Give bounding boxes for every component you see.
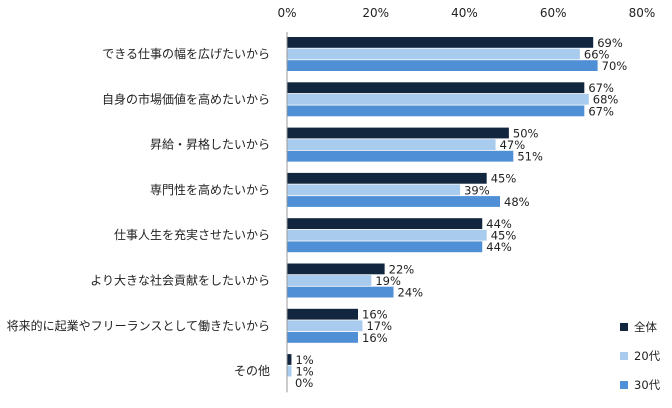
x-tick-label-80: 80% (629, 6, 656, 20)
bar-1-4 (287, 229, 487, 241)
bar-1-1 (287, 93, 589, 105)
category-label-4: 仕事人生を充実させたいから (114, 227, 270, 242)
value-label-2-0: 70% (602, 59, 628, 73)
value-label-1-5: 19% (375, 274, 401, 288)
value-label-2-1: 67% (588, 104, 614, 118)
category-label-0: できる仕事の幅を広げたいから (102, 46, 270, 61)
bar-0-4 (287, 218, 483, 229)
category-label-2: 昇給・昇格したいから (150, 137, 270, 152)
bar-2-1 (287, 105, 585, 117)
category-label-1: 自身の市場価値を高めたいから (102, 91, 270, 106)
x-tick-label-0: 0% (277, 6, 296, 20)
category-label-6: 将来的に起業やフリーランスとして働きたいから (7, 318, 270, 333)
bar-1-5 (287, 275, 372, 286)
category-label-7: その他 (234, 364, 270, 378)
value-label-1-1: 68% (593, 93, 619, 107)
value-label-2-7: 0% (295, 376, 313, 390)
x-tick-label-40: 40% (451, 6, 478, 20)
legend-swatch-2 (620, 381, 628, 389)
legend-swatch-0 (620, 323, 628, 331)
bar-1-6 (287, 320, 363, 332)
legend-label-1: 20代 (634, 349, 661, 363)
value-label-0-7: 1% (295, 353, 313, 367)
legend-swatch-1 (620, 352, 628, 360)
bar-0-7 (287, 354, 292, 365)
value-label-2-2: 51% (517, 150, 543, 164)
value-label-0-0: 69% (597, 36, 623, 50)
category-labels: できる仕事の幅を広げたいから自身の市場価値を高めたいから昇給・昇格したいから専門… (7, 46, 270, 378)
value-label-0-6: 16% (362, 308, 388, 322)
bar-1-7 (287, 365, 292, 377)
value-label-1-6: 17% (366, 319, 392, 333)
value-label-1-7: 1% (295, 365, 313, 379)
value-label-1-4: 45% (491, 229, 517, 243)
value-label-0-3: 45% (491, 172, 517, 186)
category-label-3: 専門性を高めたいから (150, 182, 270, 197)
x-tick-label-60: 60% (540, 6, 567, 20)
bar-0-5 (287, 263, 385, 275)
x-tick-label-20: 20% (362, 6, 389, 20)
legend-label-0: 全体 (634, 320, 657, 334)
value-label-0-4: 44% (486, 217, 512, 231)
value-label-1-3: 39% (464, 183, 490, 197)
bar-2-0 (287, 60, 598, 71)
value-label-0-5: 22% (389, 262, 415, 276)
value-label-2-3: 48% (504, 195, 530, 209)
x-axis-ticks: 0% 20% 40% 60% 80% (277, 6, 655, 20)
bar-2-4 (287, 241, 483, 253)
bar-0-1 (287, 82, 585, 94)
bar-0-3 (287, 172, 487, 184)
bar-2-6 (287, 332, 358, 343)
value-label-1-2: 47% (500, 138, 526, 152)
bar-1-0 (287, 48, 580, 60)
bar-2-3 (287, 196, 500, 207)
value-label-0-2: 50% (513, 126, 539, 140)
legend: 全体 20代 30代 (620, 320, 661, 392)
bar-1-2 (287, 139, 496, 150)
bar-2-2 (287, 150, 514, 162)
category-label-5: より大きな社会貢献をしたいから (90, 273, 270, 288)
bar-0-2 (287, 127, 509, 139)
bar-0-6 (287, 308, 358, 320)
bars (287, 37, 598, 377)
value-label-1-0: 66% (584, 47, 610, 61)
bar-1-3 (287, 184, 461, 196)
value-label-2-4: 44% (486, 240, 512, 254)
legend-label-2: 30代 (634, 378, 661, 392)
value-labels: 69%66%70%67%68%67%50%47%51%45%39%48%44%4… (295, 36, 627, 390)
bar-2-5 (287, 286, 394, 298)
bar-0-0 (287, 37, 594, 48)
value-label-0-1: 67% (588, 81, 614, 95)
value-label-2-5: 24% (398, 286, 424, 300)
value-label-2-6: 16% (362, 331, 388, 345)
